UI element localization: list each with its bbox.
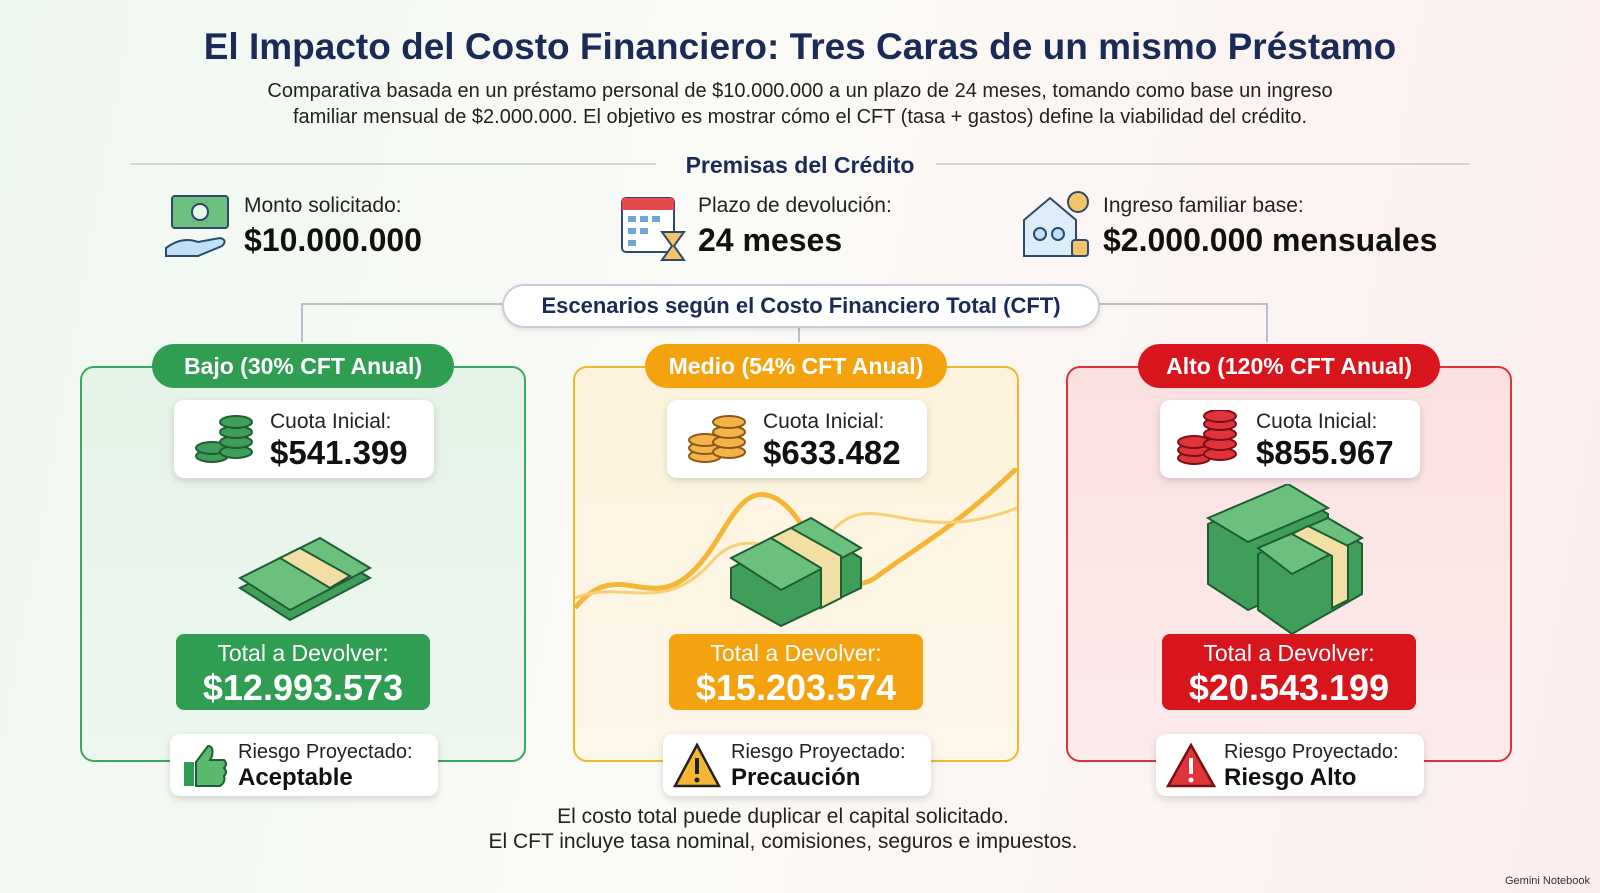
title: El Impacto del Costo Financiero: Tres Ca…: [203, 26, 1397, 67]
quota-label: Cuota Inicial:: [1256, 410, 1378, 433]
warning-icon: [673, 742, 721, 788]
quota-label: Cuota Inicial:: [270, 410, 392, 433]
quota-value: $541.399: [270, 434, 408, 471]
premise: Monto solicitado: $10.000.000: [244, 194, 422, 259]
risk-box: Riesgo Proyectado: Aceptable: [170, 734, 438, 796]
money-hand-icon: [165, 195, 229, 257]
risk-box: Riesgo Proyectado: Precaución: [663, 734, 931, 796]
watermark: Gemini Notebook: [1505, 875, 1590, 887]
risk-label: Riesgo Proyectado:: [731, 741, 906, 763]
total-box: Total a Devolver: $12.993.573: [176, 634, 430, 710]
premise-value: $2.000.000 mensuales: [1103, 222, 1438, 258]
coins-icon: [195, 415, 253, 463]
premise-value: 24 meses: [698, 222, 843, 258]
total-label: Total a Devolver:: [1203, 640, 1375, 666]
scenario-card: Medio (54% CFT Anual) Cuota Inicial: $63…: [573, 344, 1019, 796]
premise-value: $10.000.000: [244, 222, 422, 258]
total-label: Total a Devolver:: [217, 640, 389, 666]
premise-label: Monto solicitado:: [244, 194, 402, 217]
section-heading: Premisas del Crédito: [685, 152, 915, 178]
quota-value: $633.482: [763, 434, 901, 471]
quota-box: Cuota Inicial: $633.482: [667, 400, 927, 478]
risk-value: Riesgo Alto: [1224, 764, 1357, 791]
scenarios-heading: Escenarios según el Costo Financiero Tot…: [502, 284, 1100, 328]
scenario-badge: Alto (120% CFT Anual): [1138, 344, 1440, 388]
money-stack: [728, 516, 864, 628]
footer-note: El CFT incluye tasa nominal, comisiones,…: [488, 830, 1078, 853]
money-stack: [237, 536, 373, 622]
scenario-card: Alto (120% CFT Anual) Cuota Inicial: $85…: [1066, 344, 1512, 796]
quota-box: Cuota Inicial: $541.399: [174, 400, 434, 478]
family-income-icon: [1023, 191, 1089, 257]
risk-box: Riesgo Proyectado: Riesgo Alto: [1156, 734, 1424, 796]
risk-label: Riesgo Proyectado:: [1224, 741, 1399, 763]
quota-value: $855.967: [1256, 434, 1394, 471]
subtitle: familiar mensual de $2.000.000. El objet…: [292, 106, 1308, 128]
risk-value: Aceptable: [238, 764, 353, 791]
money-stack: [1205, 484, 1365, 636]
risk-value: Precaución: [731, 764, 861, 791]
total-box: Total a Devolver: $20.543.199: [1162, 634, 1416, 710]
premise: Plazo de devolución: 24 meses: [698, 194, 892, 259]
coins-icon: [1177, 410, 1237, 465]
premise-label: Ingreso familiar base:: [1103, 194, 1304, 217]
coins-icon: [688, 415, 746, 463]
total-value: $12.993.573: [202, 667, 404, 708]
premise-label: Plazo de devolución:: [698, 194, 892, 217]
scenario-badge: Bajo (30% CFT Anual): [152, 344, 454, 388]
total-box: Total a Devolver: $15.203.574: [669, 634, 923, 710]
calendar-icon: [621, 197, 686, 261]
total-value: $20.543.199: [1188, 667, 1390, 708]
danger-icon: [1166, 742, 1216, 788]
scenario-card: Bajo (30% CFT Anual) Cuota Inicial: $541…: [80, 344, 526, 796]
quota-box: Cuota Inicial: $855.967: [1160, 400, 1420, 478]
subtitle: Comparativa basada en un préstamo person…: [267, 80, 1333, 102]
premise: Ingreso familiar base: $2.000.000 mensua…: [1103, 194, 1437, 259]
total-value: $15.203.574: [695, 667, 897, 708]
quota-label: Cuota Inicial:: [763, 410, 885, 433]
thumbs-up-icon: [184, 744, 227, 787]
scenario-badge: Medio (54% CFT Anual): [645, 344, 947, 388]
footer-note: El costo total puede duplicar el capital…: [557, 805, 1009, 828]
total-label: Total a Devolver:: [710, 640, 882, 666]
risk-label: Riesgo Proyectado:: [238, 741, 413, 763]
